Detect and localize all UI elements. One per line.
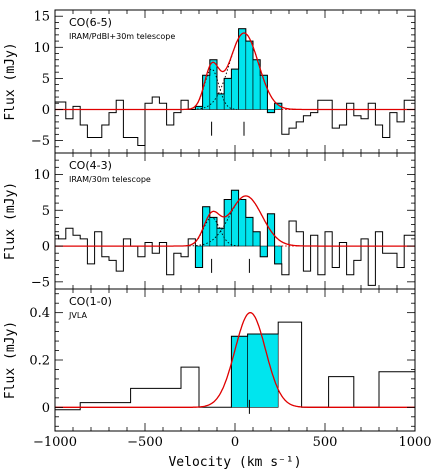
gaussian-fit-line [55, 32, 415, 111]
y-tick-label: 15 [33, 10, 50, 25]
y-axis-title: Flux (mJy) [3, 42, 18, 120]
shaded-bin [267, 213, 275, 247]
shaded-bin [231, 336, 248, 408]
shaded-bin [238, 199, 247, 247]
gaussian-fit-line [55, 195, 415, 247]
shaded-bin [202, 74, 211, 110]
x-axis-title: Velocity (km s⁻¹) [168, 455, 301, 470]
y-tick-label: 0.2 [29, 354, 50, 369]
x-tick-label: 0 [231, 435, 239, 450]
y-tick-label: −5 [31, 134, 50, 149]
gaussian-component [183, 216, 240, 247]
y-tick-label: 0.4 [29, 306, 50, 321]
shaded-bin [274, 245, 283, 265]
spectrum-step-line [55, 28, 415, 146]
panel-instrument-label: IRAM/PdBI+30m telescope [69, 32, 175, 41]
shaded-bin [238, 28, 247, 110]
shaded-bin [245, 40, 254, 110]
panel-line-label: CO(4-3) [69, 159, 112, 172]
y-tick-label: 10 [33, 41, 50, 56]
x-tick-label: 1000 [398, 435, 431, 450]
panel-2: −5 0 5 10 CO(4-3) IRAM/30m telescope Flux (mJy… [3, 152, 416, 290]
shaded-bin [231, 68, 239, 110]
spectrum-step-line [55, 189, 415, 286]
shaded-bin [195, 245, 203, 268]
panel-instrument-label: IRAM/30m telescope [69, 175, 151, 184]
shaded-bin [259, 245, 268, 258]
y-axis-title: Flux (mJy) [3, 321, 18, 399]
y-tick-label: 5 [42, 72, 50, 87]
shaded-bin [247, 333, 279, 408]
x-tick-label: −500 [127, 435, 163, 450]
panel-line-label: CO(1-0) [69, 295, 112, 308]
panel-instrument-label: JVLA [68, 311, 87, 320]
shaded-bin [252, 231, 261, 247]
panel-1: −5 0 5 10 15 CO(6-5) IRAM/PdBI+30m telescope Fl… [3, 9, 416, 154]
x-tick-label: −1000 [33, 435, 77, 450]
y-axis-title: Flux (mJy) [3, 182, 18, 260]
panel-line-label: CO(6-5) [69, 16, 112, 29]
y-tick-label: 10 [33, 168, 50, 183]
y-tick-label: −5 [31, 275, 50, 290]
y-tick-label: 5 [42, 204, 50, 219]
shaded-bin [216, 93, 225, 110]
y-tick-label: 0 [42, 103, 50, 118]
shaded-bin [231, 189, 239, 247]
panel-3: 0 0.2 0.4 −1000 −500 0 500 1000 CO(1-0) JVLA Flux … [3, 288, 432, 450]
panels-group: −5 0 5 10 15 CO(6-5) IRAM/PdBI+30m telescope Fl… [3, 9, 432, 450]
y-tick-label: 0 [42, 240, 50, 255]
shaded-bin [223, 78, 232, 110]
gaussian-fit-line [55, 312, 415, 408]
y-tick-label: 0 [42, 401, 50, 416]
x-tick-label: 500 [313, 435, 338, 450]
shaded-bin [245, 217, 254, 247]
spectrum-step-line [55, 321, 415, 411]
